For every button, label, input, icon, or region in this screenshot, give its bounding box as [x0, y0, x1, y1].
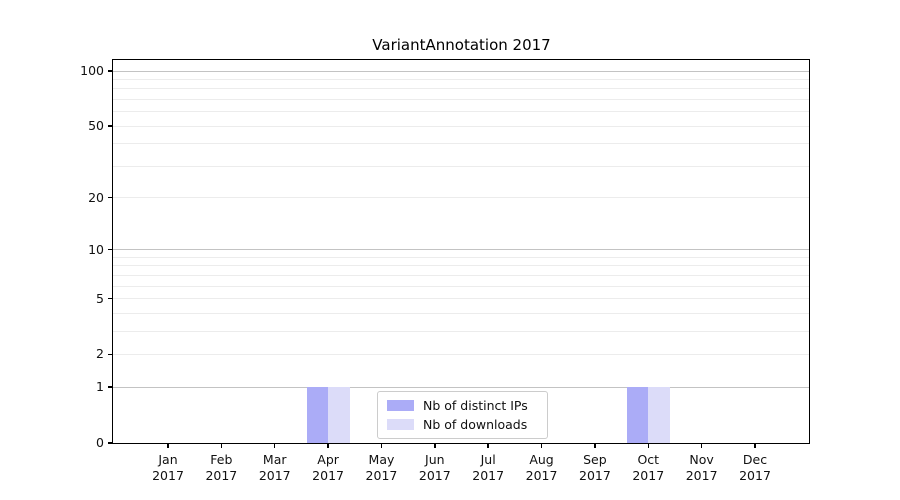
x-tick-year: 2017	[312, 467, 344, 483]
x-tick	[754, 444, 756, 448]
legend-swatch-distinct-ips	[387, 400, 414, 411]
x-tick	[487, 444, 489, 448]
x-tick-label: Apr 2017	[288, 452, 368, 483]
y-tick-label: 5	[96, 290, 104, 306]
bar-distinct-ips	[626, 387, 649, 443]
y-tick-label: 20	[88, 189, 104, 205]
gridline-major	[113, 249, 810, 251]
x-tick	[700, 444, 703, 448]
plot-area-border	[112, 59, 810, 444]
x-tick-year: 2017	[579, 467, 611, 483]
legend: Nb of distinct IPs Nb of downloads	[377, 391, 548, 439]
x-tick-label: Jul 2017	[448, 452, 528, 483]
gridline-minor	[113, 88, 810, 90]
x-tick-year: 2017	[205, 467, 238, 483]
gridline-minor	[113, 98, 810, 100]
x-tick-year: 2017	[258, 467, 291, 483]
y-tick	[108, 297, 112, 300]
y-tick-label: 100	[80, 63, 104, 79]
gridline-minor	[113, 256, 810, 258]
x-tick-month: Aug	[529, 452, 554, 467]
x-tick-label: Nov 2017	[662, 452, 742, 483]
x-tick-label: Jun 2017	[395, 452, 475, 483]
gridline-minor	[113, 353, 810, 355]
y-tick-label: 2	[96, 346, 104, 362]
gridline-minor	[113, 298, 810, 300]
bar-distinct-ips	[306, 387, 329, 443]
x-tick-year: 2017	[152, 467, 184, 483]
gridline-minor	[113, 274, 810, 276]
legend-label-distinct-ips: Nb of distinct IPs	[423, 398, 528, 413]
x-tick-month: Feb	[210, 452, 233, 467]
x-tick	[167, 444, 169, 448]
x-tick-month: Mar	[262, 452, 287, 467]
legend-swatch-downloads	[387, 419, 414, 430]
gridline-minor	[113, 165, 810, 167]
y-tick	[108, 196, 112, 199]
y-tick	[108, 386, 112, 388]
gridline-minor	[113, 265, 810, 267]
x-tick-year: 2017	[365, 467, 398, 483]
x-tick-year: 2017	[472, 467, 505, 483]
x-tick-month: Jul	[480, 452, 496, 467]
bar-downloads	[328, 387, 350, 443]
y-tick	[108, 70, 112, 72]
y-tick	[108, 442, 112, 444]
x-tick-year: 2017	[525, 467, 558, 483]
gridline-minor	[113, 125, 810, 127]
x-tick	[380, 444, 383, 448]
gridline-major	[113, 70, 810, 72]
gridline-minor	[113, 285, 810, 287]
gridline-major	[113, 386, 810, 388]
x-tick-label: Dec 2017	[715, 452, 795, 483]
x-tick-year: 2017	[418, 467, 451, 483]
x-tick-label: Mar 2017	[235, 452, 315, 483]
x-tick	[434, 444, 436, 448]
y-tick-label: 10	[88, 241, 104, 257]
x-tick-label: Jan 2017	[128, 452, 208, 483]
x-tick-month: Jun	[425, 452, 445, 467]
x-tick-month: Nov	[689, 452, 714, 467]
legend-item-distinct-ips: Nb of distinct IPs	[387, 398, 538, 413]
x-tick-month: Sep	[583, 452, 607, 467]
gridline-minor	[113, 330, 810, 332]
gridline-minor	[113, 312, 810, 314]
gridline-minor	[113, 78, 810, 80]
legend-item-downloads: Nb of downloads	[387, 417, 538, 432]
y-tick	[108, 353, 112, 356]
x-tick	[274, 444, 276, 448]
x-tick-year: 2017	[632, 467, 665, 483]
x-tick-month: Jan	[158, 452, 178, 467]
y-tick	[108, 125, 112, 127]
y-tick-label: 0	[96, 435, 104, 450]
y-tick	[108, 249, 112, 251]
x-tick	[327, 444, 329, 448]
chart-title: VariantAnnotation 2017	[372, 36, 551, 54]
x-tick	[647, 444, 649, 448]
x-tick-month: May	[368, 452, 395, 467]
y-tick-label: 50	[88, 118, 104, 134]
gridline-minor	[113, 111, 810, 113]
x-tick-year: 2017	[739, 467, 771, 483]
x-tick-month: Dec	[742, 452, 768, 467]
gridline-minor	[113, 143, 810, 145]
x-tick	[220, 444, 223, 448]
x-tick-year: 2017	[685, 467, 718, 483]
bar-downloads	[648, 387, 670, 443]
x-tick	[594, 444, 596, 448]
y-tick-label: 1	[96, 379, 104, 395]
legend-label-downloads: Nb of downloads	[423, 417, 528, 432]
x-tick-label: May 2017	[341, 452, 421, 483]
x-tick-month: Apr	[317, 452, 339, 467]
x-tick-label: Feb 2017	[181, 452, 261, 483]
x-tick-label: Oct 2017	[608, 452, 688, 483]
gridline-minor	[113, 197, 810, 199]
x-tick	[540, 444, 543, 448]
x-tick-label: Aug 2017	[502, 452, 582, 483]
x-tick-month: Oct	[637, 452, 660, 467]
x-tick-label: Sep 2017	[555, 452, 635, 483]
